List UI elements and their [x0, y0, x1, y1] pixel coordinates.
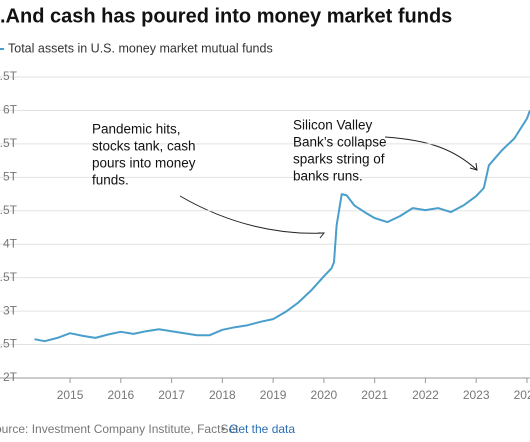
- x-tick-label: 2024: [514, 388, 530, 402]
- chart-title: .And cash has poured into money market f…: [0, 5, 452, 27]
- annotation: funds.: [92, 173, 129, 188]
- y-tick-label: 5T: [3, 170, 18, 184]
- y-tick-label: 4.5T: [0, 203, 18, 217]
- arrow-head: [469, 162, 478, 171]
- y-tick-label: 6.5T: [0, 69, 18, 83]
- annotation: stocks tank, cash: [92, 139, 196, 154]
- separator: •: [221, 422, 225, 436]
- source: Source: Investment Company Institute, Fa…: [0, 422, 239, 436]
- y-tick-label: 6T: [3, 103, 18, 117]
- x-tick-label: 2021: [361, 388, 388, 402]
- x-tick-label: 2017: [158, 388, 185, 402]
- annotation: Bank’s collapse: [293, 135, 387, 150]
- x-tick-label: 2019: [260, 388, 287, 402]
- legend-label: Total assets in U.S. money market mutual…: [8, 41, 273, 55]
- data-link[interactable]: Get the data: [229, 422, 295, 436]
- x-tick-label: 2023: [463, 388, 490, 402]
- x-tick-label: 2022: [412, 388, 439, 402]
- y-tick-label: 4T: [3, 236, 18, 250]
- y-tick-label: 2T: [3, 370, 18, 384]
- annotation: pours into money: [92, 156, 196, 171]
- annotation: sparks string of: [293, 152, 385, 167]
- x-tick-label: 2015: [57, 388, 84, 402]
- annotation: banks runs.: [293, 169, 363, 184]
- y-tick-label: 5.5T: [0, 136, 18, 150]
- annotation-arrow: [179, 195, 324, 234]
- y-tick-label: 3T: [3, 303, 18, 317]
- y-tick-label: 2.5T: [0, 337, 18, 351]
- series-line: [34, 110, 530, 343]
- annotation: Silicon Valley: [293, 118, 373, 133]
- annotation: Pandemic hits,: [92, 122, 181, 137]
- arrow-head: [318, 232, 326, 239]
- annotation-arrow: [384, 136, 478, 171]
- y-tick-label: 3.5T: [0, 270, 18, 284]
- x-tick-label: 2016: [107, 388, 134, 402]
- x-tick-label: 2020: [311, 388, 338, 402]
- x-tick-label: 2018: [209, 388, 236, 402]
